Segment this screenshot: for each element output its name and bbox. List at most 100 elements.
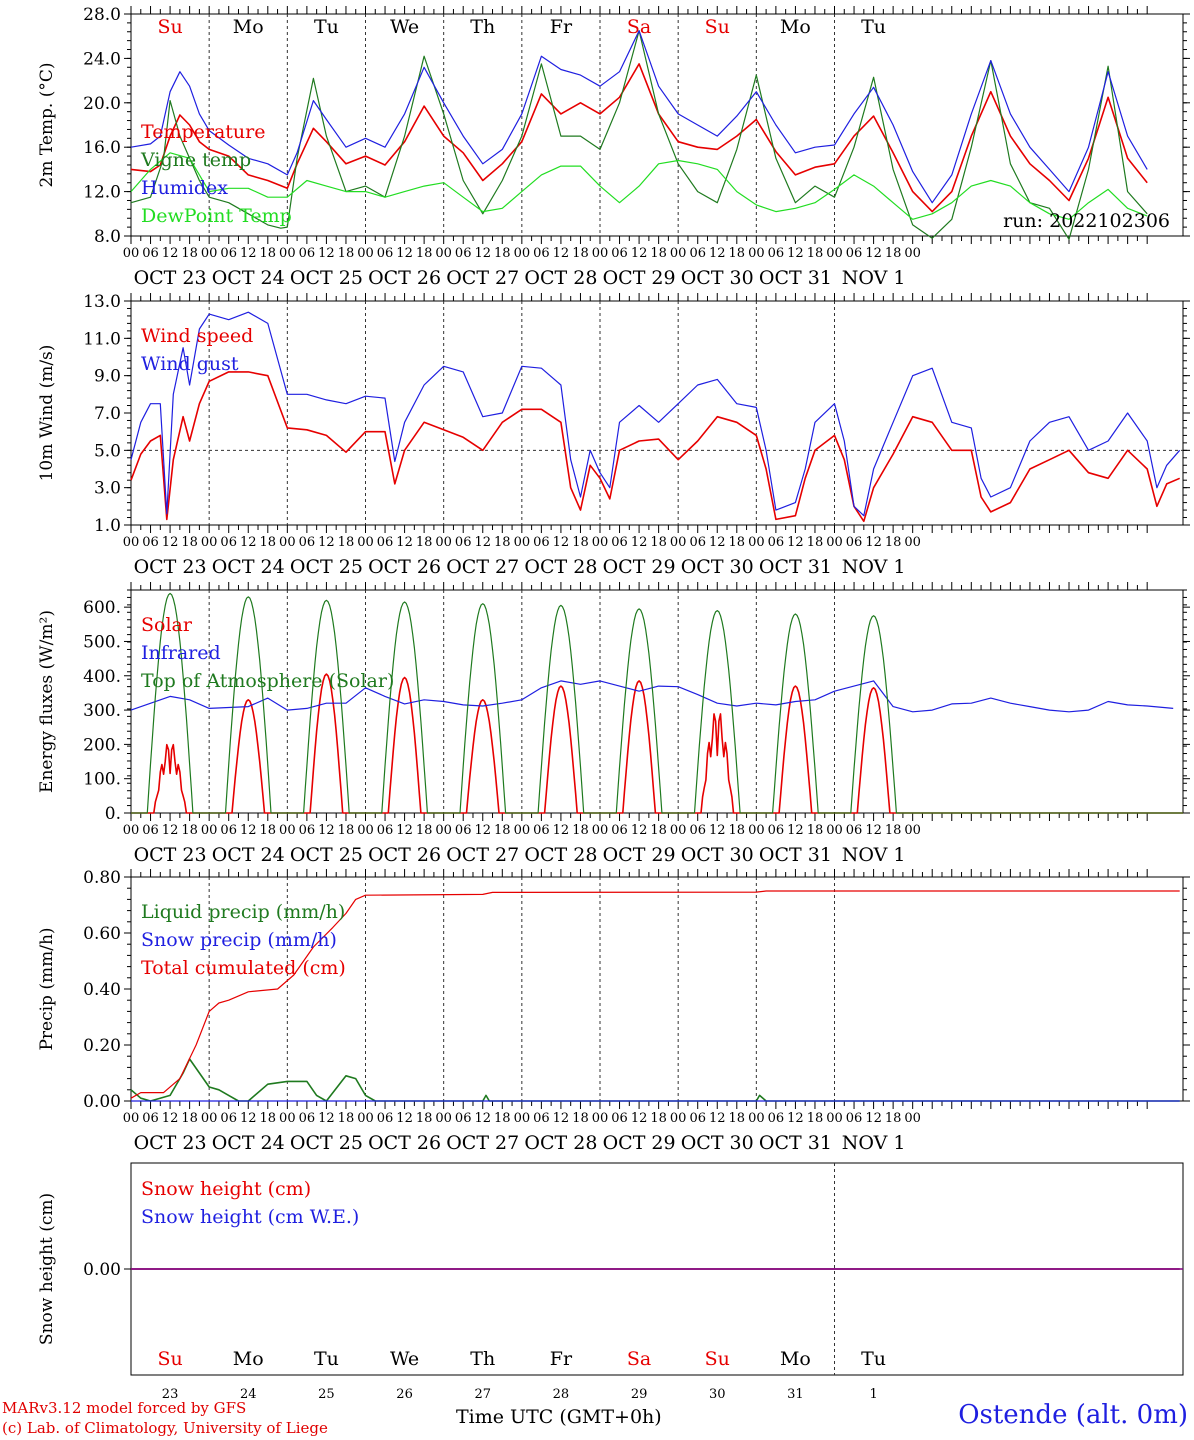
panel2-date-label: OCT 30 xyxy=(681,556,754,578)
panel3-hour-label: 00 xyxy=(826,823,843,838)
panel2-y-tick-label: 11.0 xyxy=(83,329,121,349)
panel3-hour-label: 00 xyxy=(279,823,296,838)
panel4-hour-label: 18 xyxy=(338,1111,355,1126)
panel2-hour-label: 18 xyxy=(260,535,277,550)
panel4-hour-label: 12 xyxy=(474,1111,491,1126)
panel3-hour-label: 12 xyxy=(709,823,726,838)
panel1-hour-label: 06 xyxy=(533,246,550,261)
panel2-hour-label: 12 xyxy=(240,535,257,550)
panel1-hour-label: 06 xyxy=(689,246,706,261)
panel2-date-label: OCT 27 xyxy=(446,556,519,578)
day-number: 1 xyxy=(869,1387,877,1400)
panel3-hour-label: 18 xyxy=(807,823,824,838)
panel4-hour-label: 12 xyxy=(318,1111,335,1126)
panel1-y-tick-label: 20.0 xyxy=(83,94,121,114)
panel2-hour-label: 18 xyxy=(338,535,355,550)
panel3-y-tick-label: 100. xyxy=(83,770,121,790)
panel4-date-label: OCT 26 xyxy=(368,1132,441,1154)
weekday-bottom: Mo xyxy=(780,1348,811,1370)
panel3-series-infrared xyxy=(130,680,1174,713)
panel3-hour-label: 12 xyxy=(553,823,570,838)
panel2-hour-label: 06 xyxy=(611,535,628,550)
panel3-hour-label: 00 xyxy=(201,823,218,838)
panel5-y-tick-label: 0.00 xyxy=(83,1260,121,1280)
panel4-date-label: OCT 31 xyxy=(759,1132,832,1154)
panel1-hour-label: 12 xyxy=(709,246,726,261)
panel2-hour-label: 12 xyxy=(709,535,726,550)
panel1-hour-label: 00 xyxy=(592,246,609,261)
panel4-hour-label: 00 xyxy=(904,1111,921,1126)
panel3-date-label: OCT 27 xyxy=(446,844,519,866)
panel3-legend-1: Infrared xyxy=(141,642,221,664)
panel1-hour-label: 06 xyxy=(846,246,863,261)
meteogram: 8.012.016.020.024.028.02m Temp. (°C)00 06… xyxy=(37,5,1190,1400)
panel1-date-label: OCT 24 xyxy=(212,267,285,289)
panel4-hour-label: 12 xyxy=(865,1111,882,1126)
panel1-series-humidex xyxy=(130,30,1148,204)
panel1-hour-label: 00 xyxy=(201,246,218,261)
panel4-hour-label: 06 xyxy=(142,1111,159,1126)
panel2-hour-label: 06 xyxy=(299,535,316,550)
panel3-date-label: OCT 30 xyxy=(681,844,754,866)
panel3-hour-label: 00 xyxy=(514,823,531,838)
panel2-hour-label: 06 xyxy=(846,535,863,550)
panel2-hour-label: 18 xyxy=(729,535,746,550)
panel2-hour-label: 00 xyxy=(357,535,374,550)
panel2-hour-label: 18 xyxy=(572,535,589,550)
panel2-hour-label: 00 xyxy=(904,535,921,550)
panel4-hour-label: 12 xyxy=(396,1111,413,1126)
panel2-hour-label: 18 xyxy=(416,535,433,550)
panel1-hour-label: 18 xyxy=(572,246,589,261)
panel1-hour-label: 00 xyxy=(826,246,843,261)
panel3-hour-label: 12 xyxy=(865,823,882,838)
panel2-y-tick-label: 5.0 xyxy=(94,441,121,461)
panel3-y-tick-label: 500. xyxy=(83,632,121,652)
weekday-top: Fr xyxy=(550,16,573,38)
day-number: 27 xyxy=(474,1387,491,1400)
panel1-legend-2: Humidex xyxy=(141,177,228,199)
panel4-hour-label: 12 xyxy=(553,1111,570,1126)
panel2-hour-label: 00 xyxy=(123,535,140,550)
panel2-hour-label: 00 xyxy=(435,535,452,550)
panel1-date-label: OCT 30 xyxy=(681,267,754,289)
panel4-hour-label: 00 xyxy=(514,1111,531,1126)
weekday-top: Th xyxy=(470,16,495,38)
panel3-date-label: OCT 29 xyxy=(603,844,676,866)
panel3-y-tick-label: 0. xyxy=(105,804,121,824)
panel3-hour-label: 12 xyxy=(240,823,257,838)
panel2-hour-label: 12 xyxy=(553,535,570,550)
panel2-hour-label: 06 xyxy=(220,535,237,550)
weekday-bottom: We xyxy=(390,1348,419,1370)
panel1-run-annotation: run: 2022102306 xyxy=(1003,210,1170,232)
panel1-y-tick-label: 12.0 xyxy=(83,183,121,203)
panel3-y-tick-label: 200. xyxy=(83,735,121,755)
panel4-y-tick-label: 0.60 xyxy=(83,924,121,944)
panel4-legend-2: Total cumulated (cm) xyxy=(141,957,346,979)
panel1-y-title: 2m Temp. (°C) xyxy=(37,62,57,187)
panel2-hour-label: 12 xyxy=(474,535,491,550)
panel1-hour-label: 12 xyxy=(240,246,257,261)
panel3-y-tick-label: 600. xyxy=(83,598,121,618)
panel2-date-label: OCT 23 xyxy=(134,556,207,578)
panel4-y-tick-label: 0.80 xyxy=(83,868,121,888)
weekday-bottom: Tu xyxy=(861,1348,886,1370)
panel2-date-label: OCT 26 xyxy=(368,556,441,578)
panel2-hour-label: 12 xyxy=(631,535,648,550)
panel4-hour-label: 12 xyxy=(787,1111,804,1126)
lab-credit: (c) Lab. of Climatology, University of L… xyxy=(2,1419,328,1437)
panel1-hour-label: 06 xyxy=(220,246,237,261)
panel4-hour-label: 06 xyxy=(846,1111,863,1126)
panel2-date-label: OCT 25 xyxy=(290,556,363,578)
panel2-hour-label: 06 xyxy=(768,535,785,550)
panel2-hour-label: 18 xyxy=(181,535,198,550)
panel1-legend-3: DewPoint Temp xyxy=(141,205,292,227)
panel3-hour-label: 12 xyxy=(474,823,491,838)
panel4-legend-0: Liquid precip (mm/h) xyxy=(141,901,345,923)
panel2-hour-label: 06 xyxy=(455,535,472,550)
panel1-hour-label: 00 xyxy=(904,246,921,261)
panel2-hour-label: 18 xyxy=(885,535,902,550)
weekday-top: Sa xyxy=(627,16,651,38)
panel4-date-label: OCT 30 xyxy=(681,1132,754,1154)
panel1-legend-0: Temperature xyxy=(141,121,265,143)
panel5-legend-0: Snow height (cm) xyxy=(141,1178,311,1200)
